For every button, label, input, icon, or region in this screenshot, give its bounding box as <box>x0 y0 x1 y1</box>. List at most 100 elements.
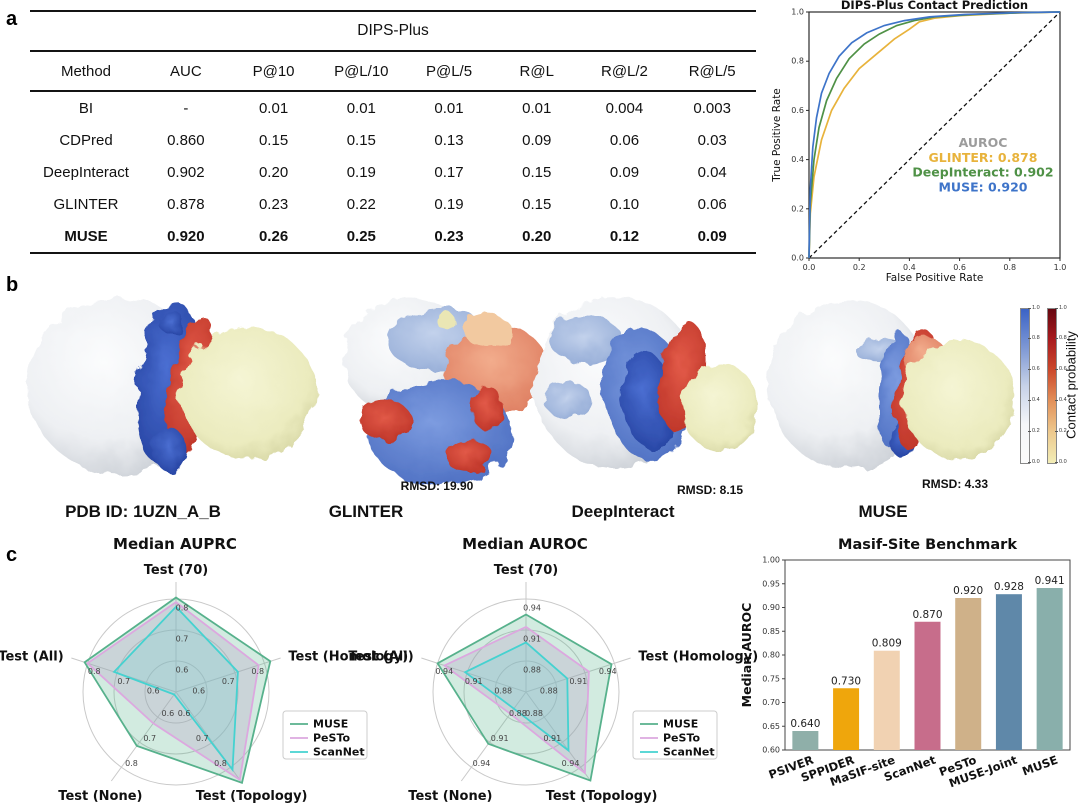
roc-legend-muse: MUSE: 0.920 <box>938 179 1027 194</box>
protein-surface-glinter <box>343 298 549 485</box>
masif-bar-chart: Masif-Site Benchmark Median AUROC 0.60 0.65… <box>739 537 1071 790</box>
radar-legend-label: ScanNet <box>313 746 365 759</box>
svg-text:0.70: 0.70 <box>762 698 780 707</box>
table-header-row: Method AUC P@10 P@L/10 P@L/5 R@L R@L/2 R@L/5 <box>30 52 756 92</box>
roc-title: DIPS-Plus Contact Prediction <box>841 0 1028 12</box>
table-header-cell: AUC <box>170 62 202 80</box>
svg-text:0.7: 0.7 <box>117 677 130 686</box>
panel-b-label: b <box>6 274 19 296</box>
svg-text:0.6: 0.6 <box>192 686 205 695</box>
svg-text:0.7: 0.7 <box>176 635 189 644</box>
table-cell: 0.19 <box>434 195 464 213</box>
bar-scannet <box>914 621 941 750</box>
colorbar-red <box>1047 308 1057 464</box>
svg-text:0.85: 0.85 <box>762 627 780 636</box>
table-cell: 0.09 <box>609 163 640 181</box>
svg-text:0.2: 0.2 <box>853 263 866 272</box>
table-cell: 0.004 <box>605 99 644 117</box>
rmsd-deepinteract: RMSD: 8.15 <box>676 483 744 497</box>
roc-legend-glinter: GLINTER: 0.878 <box>929 150 1038 165</box>
table-cell: 0.03 <box>697 131 727 149</box>
colorbar-tickmark <box>1028 369 1031 371</box>
colorbar-tick: 0.0 <box>1059 458 1067 465</box>
table-header-cell: R@L/5 <box>688 62 736 80</box>
roc-legend-deepinteract: DeepInteract: 0.902 <box>912 165 1053 180</box>
bar-value-label: 0.870 <box>912 609 942 621</box>
table-cell: CDPred <box>59 131 113 149</box>
colorbar-tickmark <box>1055 338 1058 340</box>
colorbar-tick: 0.4 <box>1059 396 1067 403</box>
table-cell: 0.13 <box>434 131 464 149</box>
colorbar-tickmark <box>1028 461 1031 463</box>
colorbar-tickmark <box>1028 430 1031 432</box>
svg-text:0.94: 0.94 <box>562 759 580 768</box>
bar-value-label: 0.928 <box>994 581 1024 593</box>
bar-value-label: 0.730 <box>831 675 861 687</box>
svg-text:0.90: 0.90 <box>762 603 780 612</box>
table-cell: 0.26 <box>258 227 289 245</box>
radar-legend-label: ScanNet <box>663 746 715 759</box>
bar-title: Masif-Site Benchmark <box>838 537 1017 553</box>
panel-c-label: c <box>6 544 18 566</box>
colorbar-tick: 1.0 <box>1032 304 1040 311</box>
svg-text:0.6: 0.6 <box>791 106 804 115</box>
radar-axis-label: Test (All) <box>348 649 413 664</box>
colorbar-tickmark <box>1055 461 1058 463</box>
svg-text:0.91: 0.91 <box>465 677 483 686</box>
radar-axis-label: Test (Homology) <box>638 649 758 664</box>
bar-pesto <box>955 598 982 750</box>
colorbar-tickmark <box>1028 307 1031 309</box>
protein-label-deepinteract: DeepInteract <box>571 502 675 521</box>
protein-label-pdb: PDB ID: 1UZN_A_B <box>65 502 221 521</box>
protein-surface-deepinteract <box>534 297 758 469</box>
svg-text:0.91: 0.91 <box>491 734 509 743</box>
table-header-cell: R@L/2 <box>600 62 648 80</box>
svg-text:1.0: 1.0 <box>1054 263 1067 272</box>
table-title: DIPS-Plus <box>30 12 756 52</box>
table-cell: 0.04 <box>697 163 727 181</box>
table-cell: GLINTER <box>53 195 119 213</box>
svg-text:0.4: 0.4 <box>791 155 804 164</box>
table-cell: 0.23 <box>258 195 289 213</box>
table-cell: 0.20 <box>258 163 289 181</box>
table-header-cell: P@L/5 <box>425 62 473 80</box>
bar-category-label: MUSE <box>1020 753 1060 779</box>
svg-text:0.91: 0.91 <box>569 677 587 686</box>
radar-series-pesto <box>442 625 590 775</box>
svg-text:0.95: 0.95 <box>762 579 780 588</box>
table-row: CDPred 0.860 0.15 0.15 0.13 0.09 0.06 0.03 <box>30 124 756 156</box>
roc-legend-title: AUROC <box>959 135 1008 150</box>
svg-text:0.8: 0.8 <box>251 667 264 676</box>
dips-plus-table: DIPS-Plus Method AUC P@10 P@L/10 P@L/5 R@L R@L/… <box>30 10 756 254</box>
svg-text:0.88: 0.88 <box>523 666 541 675</box>
table-cell: 0.09 <box>522 131 552 149</box>
table-header-cell: Method <box>60 62 112 80</box>
rmsd-glinter: RMSD: 19.90 <box>400 479 474 493</box>
radar-legend-label: PeSTo <box>663 732 700 745</box>
svg-text:0.0: 0.0 <box>803 263 816 272</box>
colorbar-tick: 0.6 <box>1059 366 1067 373</box>
svg-text:0.80: 0.80 <box>762 651 780 660</box>
colorbar-tickmark <box>1028 399 1031 401</box>
table-header-cell: P@L/10 <box>334 62 389 80</box>
svg-text:0.6: 0.6 <box>147 686 160 695</box>
table-cell: 0.01 <box>346 99 376 117</box>
bar-value-label: 0.941 <box>1035 575 1065 587</box>
svg-text:0.94: 0.94 <box>599 667 617 676</box>
svg-text:0.2: 0.2 <box>791 204 804 213</box>
svg-text:0.0: 0.0 <box>791 254 804 263</box>
svg-text:0.91: 0.91 <box>543 734 561 743</box>
table-cell: 0.19 <box>346 163 376 181</box>
table-header-cell: P@10 <box>252 62 295 80</box>
colorbar-tickmark <box>1055 307 1058 309</box>
svg-text:0.8: 0.8 <box>88 667 101 676</box>
colorbar-tick: 0.2 <box>1059 427 1067 434</box>
table-cell: 0.860 <box>167 131 205 149</box>
bar-muse <box>1036 588 1063 750</box>
table-cell: 0.15 <box>258 131 289 149</box>
colorbar-tickmark <box>1028 338 1031 340</box>
radar-auprc-chart: Median AUPRC 0.6 0.7 0.8 Test (70) 0.6 0.7 0.8 T… <box>0 535 408 804</box>
table-cell: 0.01 <box>522 99 552 117</box>
radar-axis-label: Test (None) <box>58 789 142 804</box>
